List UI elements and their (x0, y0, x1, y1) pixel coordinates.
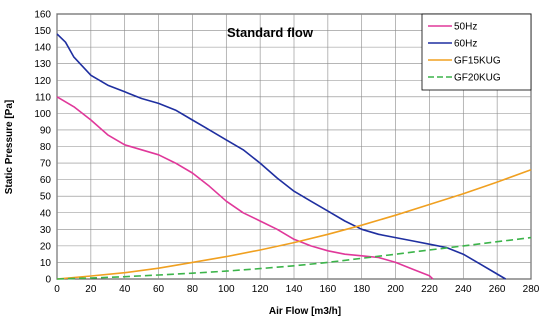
series-line-gf15kug (56, 168, 532, 280)
y-tick-label: 60 (40, 175, 52, 186)
x-tick-label: 100 (218, 284, 235, 295)
y-tick-label: 90 (40, 125, 52, 136)
y-tick-label: 110 (35, 92, 51, 103)
x-tick-label: 260 (489, 284, 506, 295)
legend: 50Hz 60Hz GF15KUG GF20KUG (421, 13, 532, 91)
y-tick-label: 160 (34, 10, 51, 21)
y-tick-label: 130 (34, 59, 51, 70)
y-tick-label: 0 (45, 275, 51, 286)
x-axis-title: Air Flow [m3/h] (269, 306, 341, 317)
y-tick-label: 150 (34, 26, 51, 37)
y-tick-label: 40 (40, 208, 52, 219)
y-tick-label: 80 (40, 142, 52, 153)
legend-label: 60Hz (454, 39, 477, 50)
y-tick-label: 30 (40, 225, 52, 236)
y-axis-ticks: 0 10 20 30 40 50 60 70 80 90 100 110 120 130 140 150 160 (34, 10, 51, 286)
y-tick-label: 50 (40, 192, 52, 203)
x-axis-ticks: 0 20 40 60 80 100 120 140 160 180 200 220 240 260 280 (54, 284, 540, 295)
y-tick-label: 100 (34, 109, 51, 120)
x-tick-label: 20 (85, 284, 97, 295)
x-tick-label: 160 (320, 284, 337, 295)
y-tick-label: 10 (40, 258, 52, 269)
chart-title: Standard flow (227, 25, 314, 40)
y-tick-label: 120 (34, 76, 51, 87)
legend-label: GF20KUG (454, 73, 501, 84)
series-line-60hz (56, 33, 507, 280)
y-axis-title: Static Pressure [Pa] (4, 100, 15, 195)
x-tick-label: 240 (455, 284, 472, 295)
x-tick-label: 280 (523, 284, 540, 295)
series-line-gf20kug (56, 236, 532, 280)
x-tick-label: 120 (252, 284, 269, 295)
x-tick-label: 0 (54, 284, 60, 295)
legend-label: GF15KUG (454, 56, 501, 67)
x-tick-label: 80 (187, 284, 199, 295)
y-tick-label: 140 (34, 43, 51, 54)
x-tick-label: 220 (421, 284, 438, 295)
x-tick-label: 200 (387, 284, 404, 295)
series-line-50hz (56, 96, 434, 280)
y-tick-label: 20 (40, 241, 52, 252)
x-tick-label: 180 (353, 284, 370, 295)
series-group (56, 33, 532, 280)
legend-label: 50Hz (454, 22, 477, 33)
y-tick-label: 70 (40, 159, 52, 170)
x-tick-label: 40 (119, 284, 131, 295)
x-tick-label: 140 (286, 284, 303, 295)
x-tick-label: 60 (153, 284, 165, 295)
